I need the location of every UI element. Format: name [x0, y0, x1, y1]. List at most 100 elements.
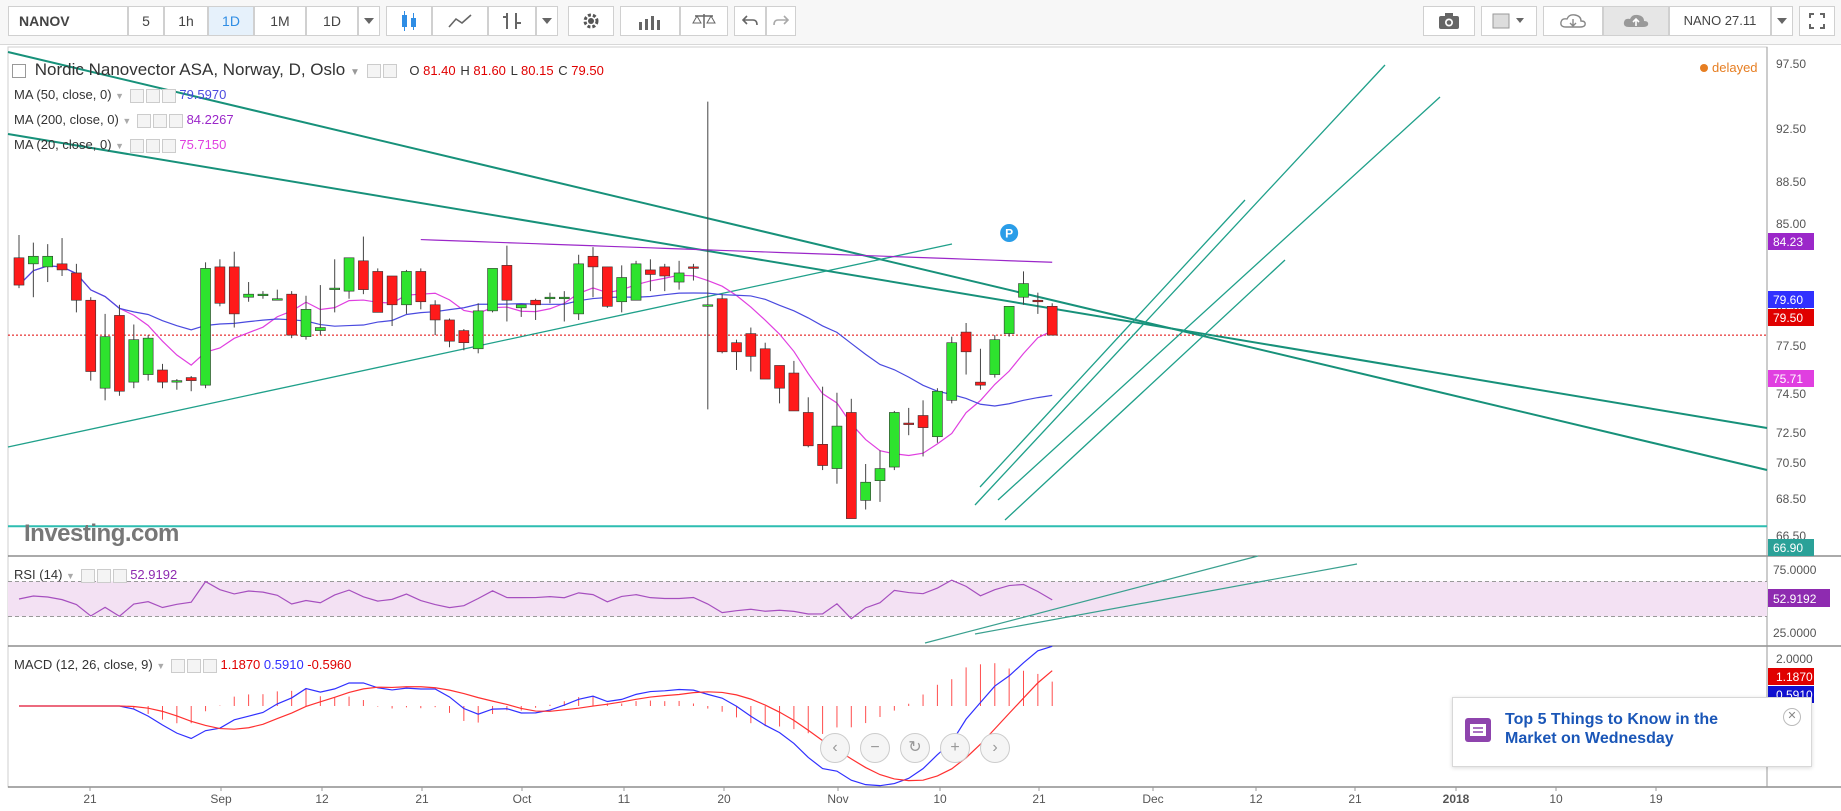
interval-1d-button[interactable]: 1D: [208, 6, 254, 36]
candle-body[interactable]: [759, 348, 771, 380]
candle-body[interactable]: [616, 277, 628, 303]
macd-legend[interactable]: MACD (12, 26, close, 9) ▼ 1.1870 0.5910 …: [14, 657, 352, 673]
candle-body[interactable]: [587, 255, 599, 268]
scroll-left-button[interactable]: ‹: [820, 733, 850, 763]
candle-body[interactable]: [343, 257, 355, 292]
chevron-down-icon[interactable]: ▼: [349, 67, 360, 78]
ma200-legend[interactable]: MA (200, close, 0) ▼ 84.2267: [14, 112, 234, 128]
reset-button[interactable]: ↻: [900, 733, 930, 763]
candle-body[interactable]: [630, 263, 642, 301]
zoom-in-button[interactable]: +: [940, 733, 970, 763]
candle-body[interactable]: [573, 263, 584, 315]
close-icon[interactable]: [161, 138, 176, 153]
collapse-toggle-icon[interactable]: [12, 63, 26, 78]
candle-body[interactable]: [329, 287, 341, 290]
trendlines[interactable]: [7, 51, 1768, 521]
candle-body[interactable]: [645, 269, 656, 275]
candle-body[interactable]: [860, 481, 871, 501]
candle-body[interactable]: [243, 293, 254, 298]
symbol-quote-selector[interactable]: NANO 27.11: [1669, 6, 1771, 36]
candle-body[interactable]: [688, 266, 699, 269]
candle-body[interactable]: [42, 255, 54, 268]
interval-5-button[interactable]: 5: [128, 6, 164, 36]
candle-body[interactable]: [602, 266, 613, 307]
candle-body[interactable]: [315, 327, 326, 331]
candle-body[interactable]: [788, 372, 800, 412]
candle-body[interactable]: [817, 444, 828, 466]
candle-body[interactable]: [142, 337, 154, 375]
ma20-legend[interactable]: MA (20, close, 0) ▼ 75.7150: [14, 137, 227, 153]
candle-body[interactable]: [386, 275, 398, 306]
candle-body[interactable]: [1046, 306, 1058, 336]
interval-1h-button[interactable]: 1h: [164, 6, 208, 36]
candle-body[interactable]: [673, 272, 685, 283]
trendline[interactable]: [1004, 259, 1286, 521]
candle-body[interactable]: [501, 265, 513, 301]
candle-body[interactable]: [558, 296, 570, 300]
trendline[interactable]: [979, 199, 1246, 488]
candle-body[interactable]: [444, 319, 455, 342]
load-chart-button[interactable]: [1543, 6, 1603, 36]
event-marker[interactable]: P: [1000, 224, 1019, 242]
candle-body[interactable]: [200, 268, 211, 386]
candle-body[interactable]: [28, 255, 39, 265]
screenshot-button[interactable]: [1423, 6, 1475, 36]
candle-body[interactable]: [946, 342, 958, 401]
candle-body[interactable]: [530, 299, 541, 306]
eye-icon[interactable]: [80, 568, 95, 583]
candle-body[interactable]: [960, 331, 972, 353]
trendline[interactable]: [7, 133, 1768, 429]
candle-body[interactable]: [214, 266, 226, 304]
trendline[interactable]: [974, 64, 1386, 506]
candle-body[interactable]: [257, 293, 269, 296]
compare-button[interactable]: [680, 6, 728, 36]
undo-button[interactable]: [734, 6, 766, 36]
eye-icon[interactable]: [129, 138, 144, 153]
style-dropdown[interactable]: [536, 6, 558, 36]
bars-style-button[interactable]: [488, 6, 536, 36]
interval-1d-alt-button[interactable]: 1D: [306, 6, 358, 36]
close-icon[interactable]: [112, 568, 127, 583]
save-chart-button[interactable]: [1603, 6, 1669, 36]
candle-body[interactable]: [185, 377, 197, 381]
candle-body[interactable]: [917, 415, 929, 428]
trendline[interactable]: [997, 96, 1441, 501]
rsi-trendline[interactable]: [924, 555, 1259, 644]
gear-icon[interactable]: [382, 63, 397, 78]
candle-body[interactable]: [544, 296, 556, 300]
fullscreen-button[interactable]: [1799, 6, 1835, 36]
candles-style-button[interactable]: [386, 6, 432, 36]
zoom-out-button[interactable]: −: [860, 733, 890, 763]
news-popup[interactable]: Top 5 Things to Know in the Market on We…: [1452, 697, 1812, 767]
candle-body[interactable]: [1032, 299, 1044, 303]
candle-body[interactable]: [802, 412, 814, 447]
redo-button[interactable]: [766, 6, 796, 36]
candle-body[interactable]: [56, 263, 68, 271]
gear-icon[interactable]: [152, 113, 167, 128]
candle-body[interactable]: [171, 380, 183, 383]
candle-body[interactable]: [286, 293, 297, 336]
close-icon[interactable]: [161, 88, 176, 103]
candle-body[interactable]: [903, 422, 915, 425]
close-icon[interactable]: [168, 113, 183, 128]
candle-body[interactable]: [716, 298, 728, 353]
trendline[interactable]: [7, 51, 1768, 471]
eye-icon[interactable]: [170, 658, 185, 673]
scroll-right-button[interactable]: ›: [980, 733, 1010, 763]
candle-body[interactable]: [228, 266, 240, 315]
candle-body[interactable]: [415, 271, 427, 303]
symbol-input[interactable]: NANOV: [8, 6, 128, 36]
gear-icon[interactable]: [145, 138, 160, 153]
indicators-button[interactable]: [620, 6, 680, 36]
candle-body[interactable]: [300, 309, 312, 337]
gear-icon[interactable]: [186, 658, 201, 673]
quote-dropdown[interactable]: [1771, 6, 1793, 36]
candle-body[interactable]: [128, 339, 140, 383]
rsi-legend[interactable]: RSI (14) ▼ 52.9192: [14, 567, 178, 583]
candle-body[interactable]: [1003, 306, 1015, 334]
gear-icon[interactable]: [145, 88, 160, 103]
eye-icon[interactable]: [366, 63, 381, 78]
close-icon[interactable]: [202, 658, 217, 673]
candle-body[interactable]: [989, 339, 1001, 375]
